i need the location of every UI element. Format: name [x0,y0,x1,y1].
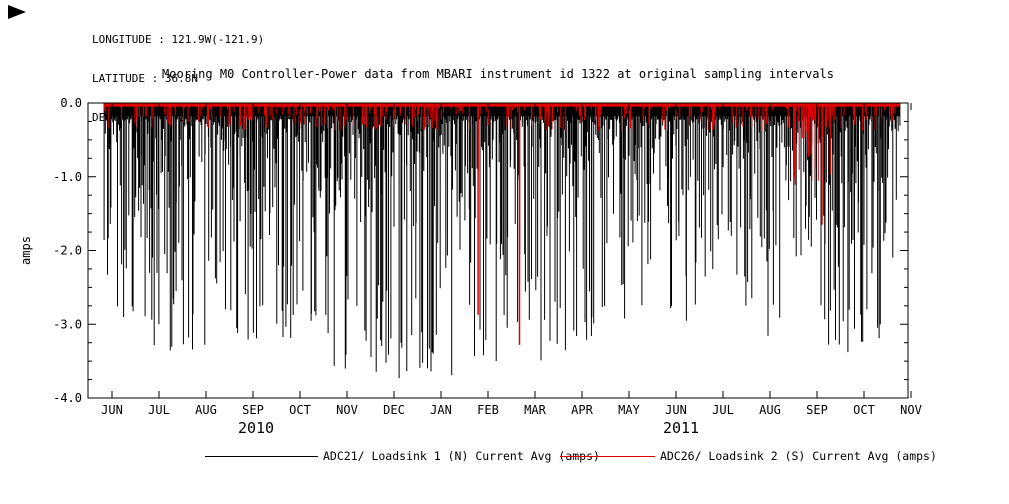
chart-title: Mooring M0 Controller-Power data from MB… [162,67,834,81]
x-tick-label: OCT [289,403,311,417]
header-longitude: LONGITUDE : 121.9W(-121.9) [92,33,265,46]
series2-top-band [104,103,900,107]
y-tick-label: -2.0 [53,244,82,258]
legend-label-series1: ADC21/ Loadsink 1 (N) Current Avg (amps) [323,449,600,463]
series2-deep-events [477,103,823,345]
y-axis-title: amps [19,236,33,265]
corner-artifact-icon [8,5,26,19]
x-tick-label: OCT [853,403,875,417]
legend-line-series1 [205,455,318,457]
x-tick-label: MAR [524,403,546,417]
x-tick-label: MAY [618,403,640,417]
x-tick-label: FEB [477,403,499,417]
year-label: 2010 [238,419,274,437]
x-tick-label: SEP [242,403,264,417]
series1-spikes [103,103,901,379]
x-tick-label: APR [571,403,593,417]
header-latitude: LATITUDE : 36.8N [92,72,198,85]
y-tick-label: -1.0 [53,170,82,184]
x-tick-label: JUL [148,403,170,417]
y-tick-label: -3.0 [53,317,82,331]
legend: ADC21/ Loadsink 1 (N) Current Avg (amps)… [205,449,937,463]
x-tick-label: DEC [383,403,405,417]
y-tick-label: -4.0 [53,391,82,405]
x-tick-label: NOV [336,403,358,417]
x-tick-label: JUN [101,403,123,417]
year-label: 2011 [663,419,699,437]
legend-label-series2: ADC26/ Loadsink 2 (S) Current Avg (amps) [659,449,937,463]
x-tick-label: AUG [759,403,781,417]
x-tick-label: SEP [806,403,828,417]
legend-line-series2 [559,455,655,457]
x-tick-label: JUN [665,403,687,417]
x-tick-label: JAN [430,403,452,417]
y-tick-label: 0.0 [60,96,82,110]
series2-spikes [103,103,896,185]
x-tick-label: NOV [900,403,922,417]
x-tick-label: JUL [712,403,734,417]
x-tick-label: AUG [195,403,217,417]
